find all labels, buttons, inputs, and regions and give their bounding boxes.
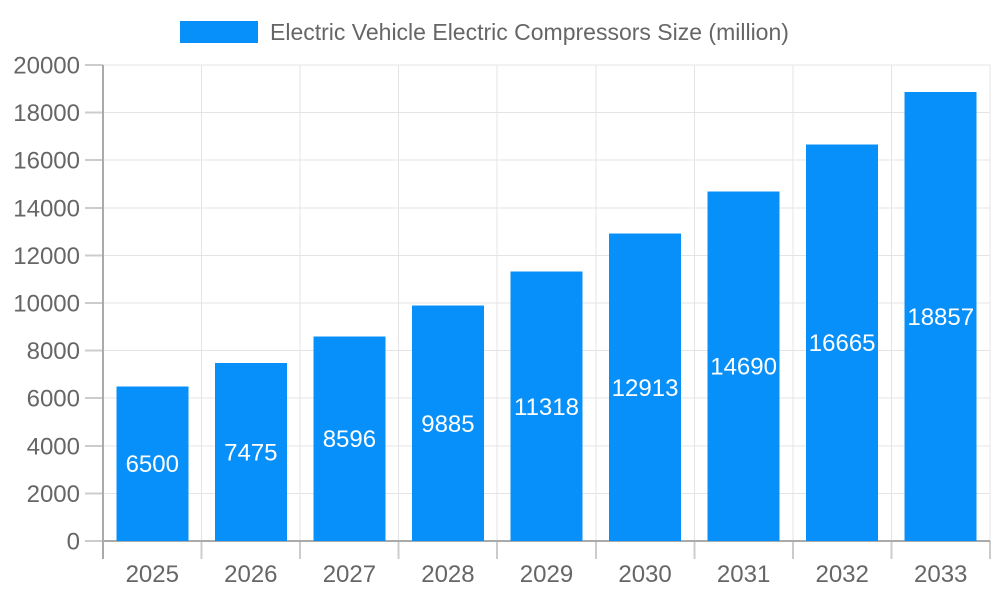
y-axis-label: 20000 [13,53,80,80]
x-axis-label: 2031 [717,561,770,588]
bar-2029[interactable] [510,271,583,541]
bar-2027[interactable] [313,336,386,541]
bar-2032[interactable] [806,144,879,542]
x-axis-label: 2026 [224,561,277,588]
x-axis-label: 2029 [520,561,573,588]
x-axis-label: 2028 [421,561,474,588]
y-axis-label: 2000 [27,481,80,508]
bar-value-label: 12913 [612,375,679,402]
chart-legend[interactable]: Electric Vehicle Electric Compressors Si… [180,18,789,45]
y-axis-label: 18000 [13,100,80,127]
bar-value-label: 16665 [809,330,876,357]
y-axis-label: 14000 [13,195,80,222]
legend-label: Electric Vehicle Electric Compressors Si… [270,18,789,45]
y-axis-label: 16000 [13,148,80,175]
bar-value-label: 18857 [907,304,974,331]
bar-value-label: 9885 [421,411,474,438]
bar-value-label: 7475 [224,440,277,467]
y-axis-label: 12000 [13,243,80,270]
bar-value-label: 6500 [126,451,179,478]
bar-2028[interactable] [411,305,484,541]
y-axis-label: 4000 [27,433,80,460]
bar-value-label: 11318 [514,394,579,421]
bar-value-label: 14690 [710,354,777,381]
bar-2031[interactable] [707,191,780,542]
bar-2033[interactable] [904,92,977,541]
legend-swatch [180,21,258,43]
y-axis-label: 8000 [27,338,80,365]
bar-value-label: 8596 [323,426,376,453]
x-axis-label: 2027 [323,561,376,588]
x-axis-label: 2025 [126,561,179,588]
x-axis-label: 2030 [618,561,671,588]
y-axis-label: 6000 [27,386,80,413]
bar-2025[interactable] [116,386,189,541]
x-axis-label: 2033 [914,561,967,588]
bar-2030[interactable] [609,233,682,541]
bar-2026[interactable] [214,363,287,541]
y-axis-label: 0 [67,529,80,556]
x-axis-label: 2032 [815,561,868,588]
y-axis-label: 10000 [13,291,80,318]
